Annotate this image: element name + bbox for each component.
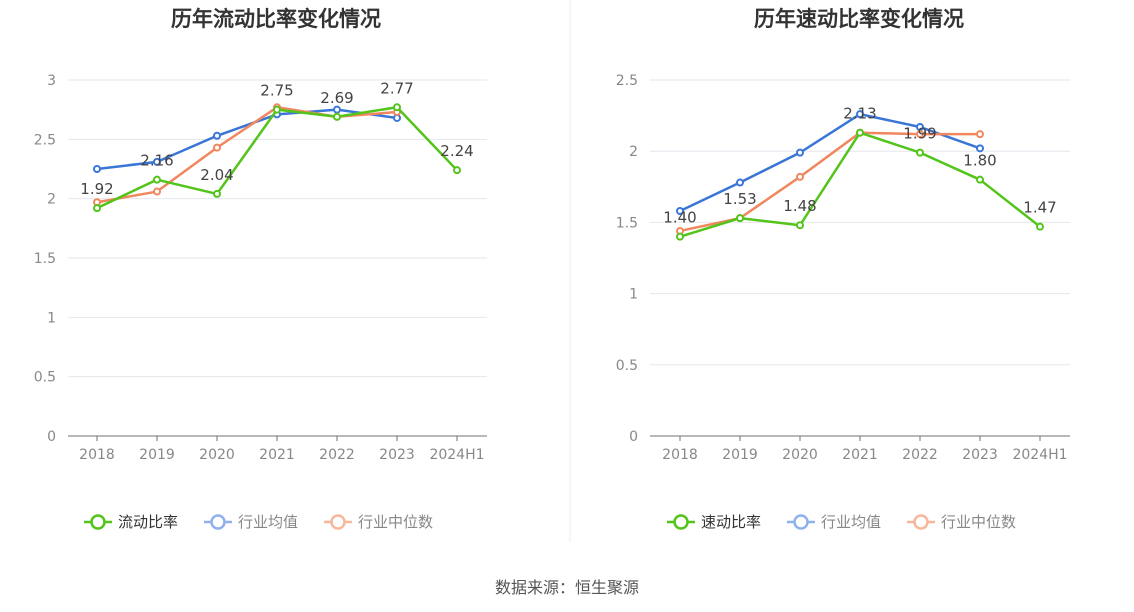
x-tick-label: 2023 <box>962 447 998 463</box>
data-point <box>916 148 924 157</box>
x-tick-label: 2021 <box>842 447 878 463</box>
x-tick-label: 2019 <box>139 447 175 463</box>
data-point <box>976 144 984 153</box>
data-point <box>153 157 161 166</box>
data-point <box>916 130 924 139</box>
data-label: 1.40 <box>663 209 696 227</box>
legend-item-2: 行业均值 <box>204 513 298 531</box>
legend-marker <box>90 514 106 530</box>
data-point <box>1036 222 1044 231</box>
legend-label: 行业均值 <box>821 513 881 531</box>
data-point <box>213 131 221 140</box>
legend-item-2: 行业均值 <box>787 513 881 531</box>
x-tick-label: 2018 <box>662 447 698 463</box>
data-point <box>916 122 924 131</box>
legend-marker <box>793 514 809 530</box>
x-tick-label: 2018 <box>79 447 115 463</box>
chart-panel-2: 历年速动比率变化情况 0 0.5 1 1.5 2 2.5 2018 2019 2020 2021 20… <box>616 7 1070 531</box>
x-tick-label: 2019 <box>722 447 758 463</box>
data-label: 2.24 <box>440 142 473 160</box>
y-tick-label: 1.5 <box>616 215 638 231</box>
data-label: 1.99 <box>903 125 936 143</box>
y-tick-label: 3 <box>47 73 56 89</box>
data-point <box>213 143 221 152</box>
x-tick-label: 2021 <box>259 447 295 463</box>
data-point <box>213 189 221 198</box>
data-point <box>796 172 804 181</box>
legend-item-3: 行业中位数 <box>324 513 433 531</box>
x-tick-label: 2023 <box>379 447 415 463</box>
data-point <box>736 178 744 187</box>
y-tick-label: 0 <box>629 429 638 445</box>
legend-marker <box>673 514 689 530</box>
series-line-2 <box>96 108 398 171</box>
data-point <box>676 207 684 216</box>
data-label: 2.16 <box>140 152 173 170</box>
legend-marker <box>330 514 346 530</box>
x-tick-label: 2020 <box>199 447 235 463</box>
data-label: 1.92 <box>80 180 113 198</box>
legend-item-1: 速动比率 <box>667 513 761 531</box>
legend-label: 行业中位数 <box>941 513 1016 531</box>
x-tick-label: 2022 <box>902 447 938 463</box>
series-line-3 <box>679 131 980 233</box>
legend-marker <box>210 514 226 530</box>
data-label: 1.53 <box>723 190 756 208</box>
y-tick-label: 2.5 <box>34 132 56 148</box>
data-source-footer: 数据来源：恒生聚源 <box>494 578 639 597</box>
y-tick-label: 1 <box>629 287 638 303</box>
data-point <box>333 105 341 114</box>
y-tick-label: 2 <box>47 192 56 208</box>
series-line-2 <box>679 112 981 213</box>
chart-title: 历年流动比率变化情况 <box>171 7 381 31</box>
chart-panel-1: 历年流动比率变化情况 0 0.5 1 1.5 2 2.5 3 2018 2019 2020 2021 2… <box>34 7 487 531</box>
data-point <box>93 165 101 173</box>
y-tick-label: 2 <box>629 144 638 160</box>
data-point <box>796 221 804 230</box>
data-label: 2.75 <box>260 82 293 100</box>
legend-label: 行业中位数 <box>358 513 433 531</box>
y-tick-label: 1 <box>47 310 56 326</box>
data-point <box>676 232 684 241</box>
x-tick-label: 2024H1 <box>1012 447 1067 463</box>
data-label: 1.80 <box>963 152 996 170</box>
legend-marker <box>913 514 929 530</box>
legend-item-3: 行业中位数 <box>907 513 1016 531</box>
y-tick-label: 0.5 <box>616 358 638 374</box>
data-point <box>153 187 161 196</box>
y-tick-label: 2.5 <box>616 73 638 89</box>
data-point <box>976 175 984 184</box>
data-label: 2.04 <box>200 166 233 184</box>
y-tick-label: 0 <box>47 429 56 445</box>
chart-title: 历年速动比率变化情况 <box>754 7 964 31</box>
x-tick-label: 2020 <box>782 447 818 463</box>
legend-label: 速动比率 <box>701 513 761 531</box>
data-point <box>856 128 864 137</box>
data-label: 2.13 <box>843 105 876 123</box>
x-tick-label: 2022 <box>319 447 355 463</box>
data-point <box>393 103 401 112</box>
data-label: 1.47 <box>1023 199 1056 217</box>
legend-label: 流动比率 <box>118 513 178 531</box>
legend-label: 行业均值 <box>238 513 298 531</box>
data-point <box>976 130 984 139</box>
data-label: 1.48 <box>783 197 816 215</box>
legend-item-1: 流动比率 <box>84 513 178 531</box>
data-point <box>333 112 341 121</box>
x-tick-label: 2024H1 <box>429 447 484 463</box>
data-label: 2.69 <box>320 89 353 107</box>
data-point <box>273 105 281 114</box>
y-tick-label: 0.5 <box>34 370 56 386</box>
data-label: 2.77 <box>380 79 413 97</box>
data-point <box>856 110 864 119</box>
y-tick-label: 1.5 <box>34 251 56 267</box>
data-point <box>796 148 804 157</box>
data-point <box>453 166 461 175</box>
data-point <box>153 175 161 184</box>
data-point <box>93 204 101 213</box>
data-point <box>736 214 744 223</box>
